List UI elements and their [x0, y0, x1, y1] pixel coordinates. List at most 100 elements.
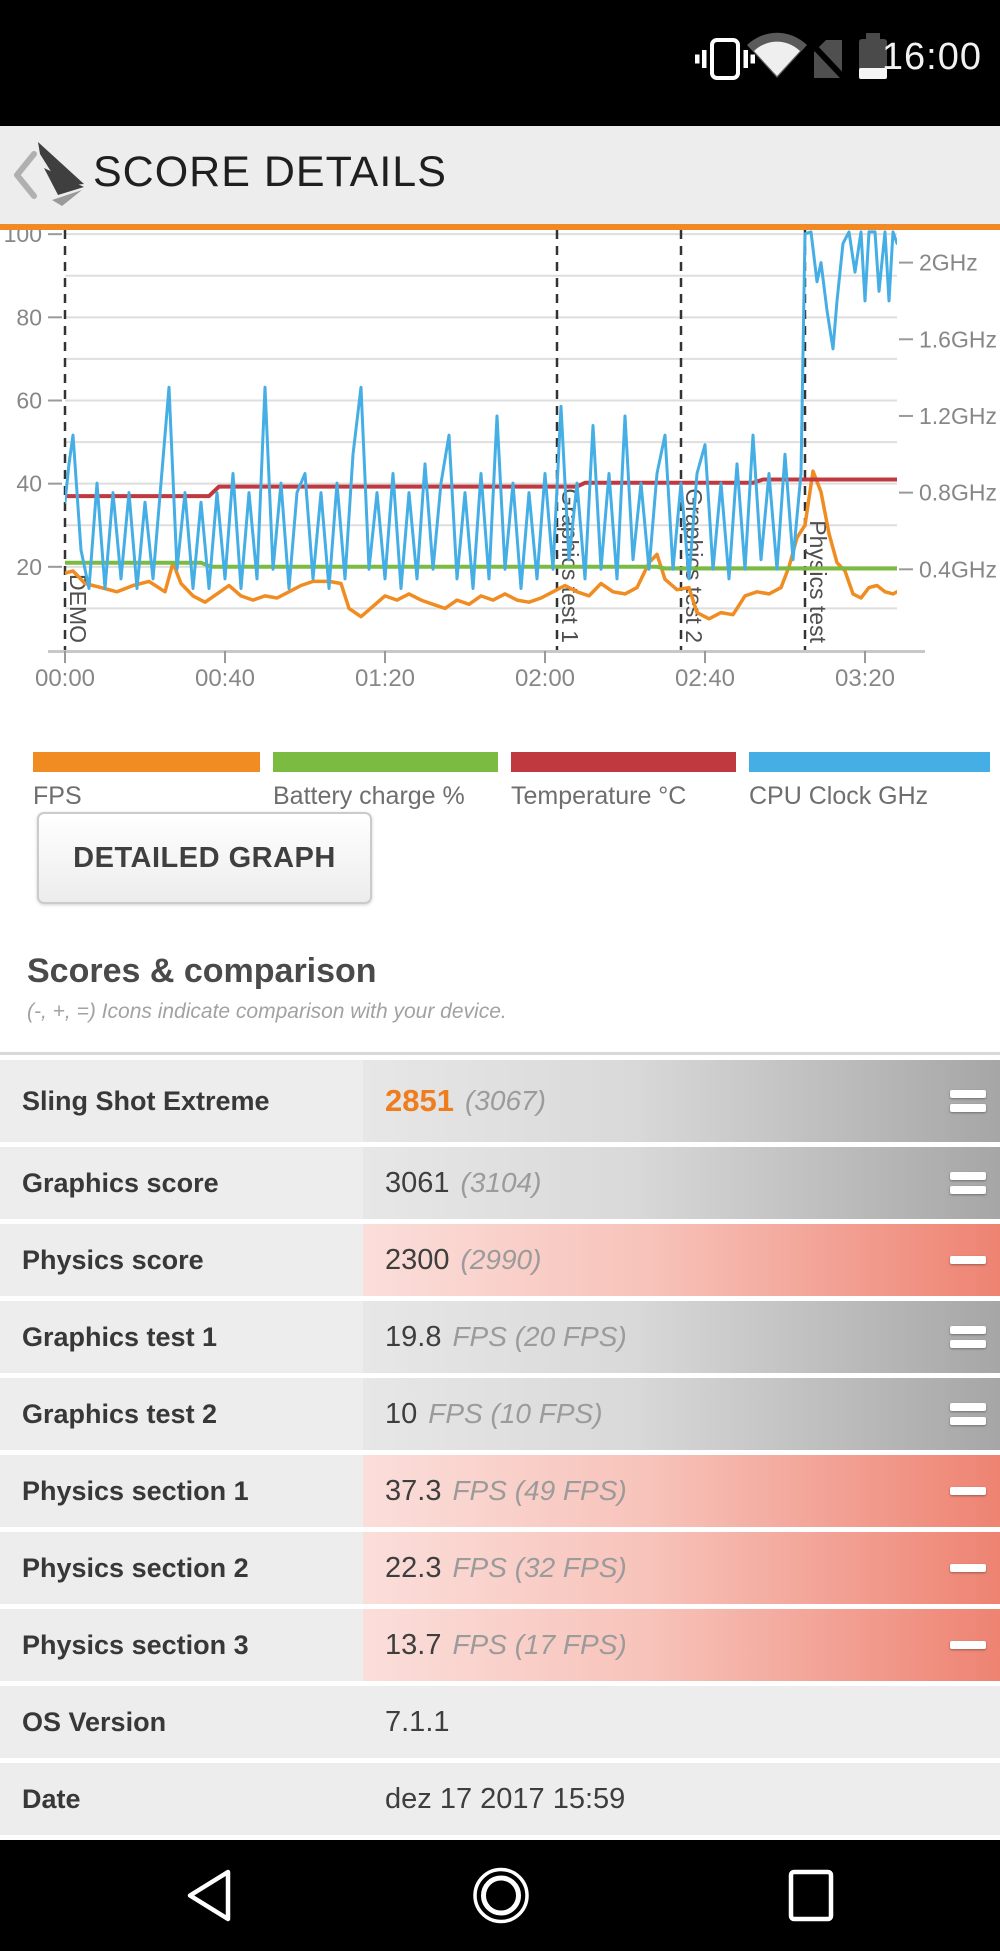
- table-row: Physics section 1 37.3 FPS (49 FPS): [0, 1455, 1000, 1527]
- row-label: Physics section 2: [0, 1532, 363, 1604]
- table-row: Graphics test 2 10 FPS (10 FPS): [0, 1378, 1000, 1450]
- row-reference-value: (3104): [460, 1167, 542, 1198]
- legend-swatch: [511, 752, 736, 772]
- minus-icon: [950, 1256, 986, 1264]
- table-row: Physics score 2300 (2990): [0, 1224, 1000, 1296]
- nav-recents-button[interactable]: [788, 1869, 834, 1922]
- row-value: 37.3: [385, 1474, 442, 1507]
- page-title: SCORE DETAILS: [93, 148, 447, 196]
- row-value-area: 2300 (2990): [363, 1224, 1000, 1296]
- right-axis-tick-label: 1.6GHz: [919, 326, 997, 352]
- row-label: Sling Shot Extreme: [0, 1060, 363, 1142]
- row-reference-value: FPS (20 FPS): [452, 1321, 627, 1352]
- detailed-graph-button[interactable]: DETAILED GRAPH: [37, 812, 372, 904]
- table-row: Date dez 17 2017 15:59: [0, 1763, 1000, 1835]
- legend-label: Temperature °C: [511, 782, 687, 810]
- row-label: Graphics score: [0, 1147, 363, 1219]
- section-marker-label: Physics test: [805, 520, 831, 643]
- equal-icon: [950, 1172, 986, 1194]
- legend-label: Battery charge %: [273, 782, 465, 810]
- table-row: Sling Shot Extreme 2851 (3067): [0, 1060, 1000, 1142]
- row-value: 13.7: [385, 1628, 442, 1661]
- back-button[interactable]: [10, 148, 40, 202]
- row-label: Graphics test 1: [0, 1301, 363, 1373]
- series-temperature-c: [65, 477, 897, 499]
- row-value-area: dez 17 2017 15:59: [363, 1763, 1000, 1835]
- row-value: 10: [385, 1397, 418, 1430]
- left-axis-tick-label: 40: [16, 471, 42, 497]
- series-fps: [65, 469, 897, 621]
- row-value: 22.3: [385, 1551, 442, 1584]
- minus-icon: [950, 1641, 986, 1649]
- row-reference-value: FPS (10 FPS): [428, 1398, 603, 1429]
- x-axis-tick-label: 01:20: [355, 665, 415, 692]
- left-axis-tick-label: 20: [16, 554, 42, 580]
- row-label: Physics section 3: [0, 1609, 363, 1681]
- row-label: Graphics test 2: [0, 1378, 363, 1450]
- row-label: Physics section 1: [0, 1455, 363, 1527]
- row-value-area: 22.3 FPS (32 FPS): [363, 1532, 1000, 1604]
- equal-icon: [950, 1090, 986, 1112]
- legend-swatch: [33, 752, 260, 772]
- row-reference-value: FPS (17 FPS): [452, 1629, 627, 1660]
- row-value-area: 37.3 FPS (49 FPS): [363, 1455, 1000, 1527]
- row-label: OS Version: [0, 1686, 363, 1758]
- row-reference-value: (3067): [464, 1085, 546, 1116]
- equal-icon: [950, 1326, 986, 1348]
- left-axis-tick-label: 100: [4, 230, 42, 247]
- legend-item: FPS: [33, 752, 260, 811]
- row-value: 2851: [385, 1083, 454, 1118]
- left-axis-tick-label: 60: [16, 387, 42, 413]
- row-value: 2300: [385, 1243, 450, 1276]
- legend-item: Temperature °C: [511, 752, 736, 811]
- header: SCORE DETAILS: [0, 126, 1000, 230]
- table-row: OS Version 7.1.1: [0, 1686, 1000, 1758]
- legend-item: Battery charge %: [273, 752, 498, 811]
- row-value: 19.8: [385, 1320, 442, 1353]
- performance-chart-svg: 20 40 60 80 100 0.4GHz 0.8GHz 1.2GHz 1.6GHz 2GHz 0…: [4, 221, 997, 692]
- status-bar-icons: [695, 32, 887, 81]
- chart-legend: FPS Battery charge % Temperature °C CPU Clo…: [0, 752, 1000, 822]
- row-value: 3061: [385, 1166, 450, 1199]
- x-axis-tick-label: 02:40: [675, 665, 735, 692]
- scores-section-subtitle: (-, +, =) Icons indicate comparison with…: [27, 1000, 507, 1023]
- right-axis-tick-label: 1.2GHz: [919, 403, 997, 429]
- row-value: 7.1.1: [385, 1705, 450, 1738]
- table-row: Physics section 2 22.3 FPS (32 FPS): [0, 1532, 1000, 1604]
- right-axis-tick-label: 2GHz: [919, 250, 978, 276]
- minus-icon: [950, 1487, 986, 1495]
- right-axis-tick-label: 0.8GHz: [919, 480, 997, 506]
- row-value-area: 3061 (3104): [363, 1147, 1000, 1219]
- x-axis-tick-label: 02:00: [515, 665, 575, 692]
- row-reference-value: FPS (49 FPS): [452, 1475, 627, 1506]
- table-row: Graphics score 3061 (3104): [0, 1147, 1000, 1219]
- right-axis-tick-label: 0.4GHz: [919, 556, 997, 582]
- battery-icon: [859, 33, 887, 79]
- equal-icon: [950, 1403, 986, 1425]
- row-reference-value: FPS (32 FPS): [452, 1552, 627, 1583]
- scores-section-title: Scores & comparison: [27, 952, 377, 990]
- nav-back-button[interactable]: [187, 1869, 231, 1922]
- legend-label: FPS: [33, 782, 82, 810]
- row-value-area: 10 FPS (10 FPS): [363, 1378, 1000, 1450]
- row-label: Date: [0, 1763, 363, 1835]
- vibrate-icon: [695, 38, 755, 80]
- x-axis-tick-label: 00:40: [195, 665, 255, 692]
- legend-item: CPU Clock GHz: [749, 752, 990, 811]
- row-value: dez 17 2017 15:59: [385, 1782, 626, 1815]
- row-label: Physics score: [0, 1224, 363, 1296]
- row-value-area: 13.7 FPS (17 FPS): [363, 1609, 1000, 1681]
- nav-home-button[interactable]: [473, 1867, 529, 1924]
- legend-swatch: [273, 752, 498, 772]
- legend-label: CPU Clock GHz: [749, 782, 929, 810]
- android-nav-bar: [0, 1840, 1000, 1951]
- x-axis-tick-label: 00:00: [35, 665, 95, 692]
- row-value-area: 19.8 FPS (20 FPS): [363, 1301, 1000, 1373]
- row-value-area: 7.1.1: [363, 1686, 1000, 1758]
- 3dmark-logo-icon: [38, 142, 84, 206]
- table-row: Physics section 3 13.7 FPS (17 FPS): [0, 1609, 1000, 1681]
- status-bar-clock: 16:00: [881, 36, 982, 78]
- minus-icon: [950, 1564, 986, 1572]
- performance-chart: 20 40 60 80 100 0.4GHz 0.8GHz 1.2GHz 1.6GHz 2GHz 0…: [0, 221, 1000, 700]
